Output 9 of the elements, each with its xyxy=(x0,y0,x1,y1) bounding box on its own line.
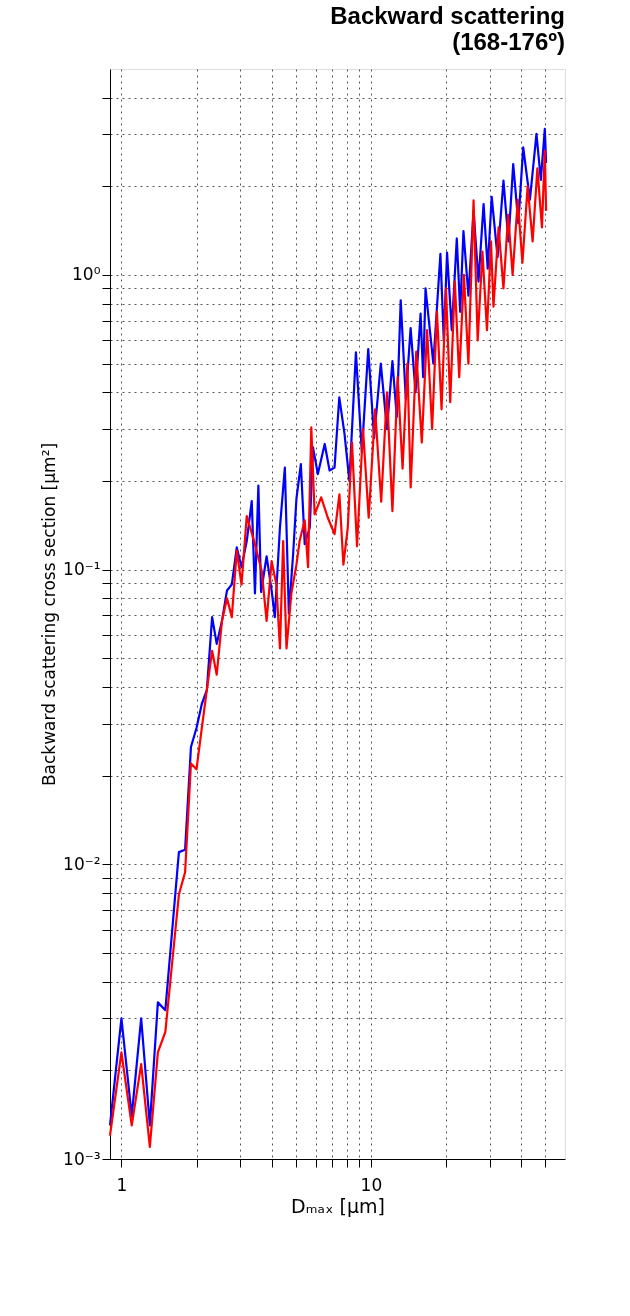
y-tick-label: 10⁻³ xyxy=(63,1148,101,1169)
y-tick-label: 10⁰ xyxy=(72,264,101,285)
y-tick-label: 10⁻¹ xyxy=(63,559,101,580)
x-axis-title: Dₘₐₓ [μm] xyxy=(291,1194,385,1217)
x-tick-label: 10 xyxy=(360,1174,383,1195)
y-axis-title: Backward scattering cross section [μm²] xyxy=(39,442,60,787)
chart-title: Backward scattering (168-176º) xyxy=(330,2,565,55)
x-tick-label: 1 xyxy=(116,1174,128,1195)
y-tick-label: 10⁻² xyxy=(63,853,101,874)
